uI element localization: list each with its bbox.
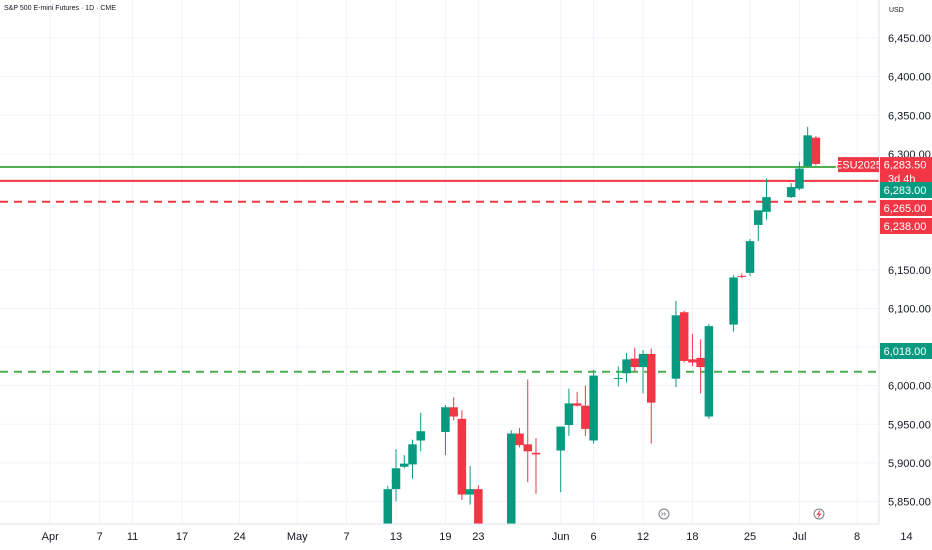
currency-label: USD: [889, 7, 904, 14]
candle-body: [416, 431, 425, 441]
price-levels[interactable]: [0, 166, 879, 373]
candle-body: [507, 433, 516, 529]
dividends-marker[interactable]: [658, 508, 670, 520]
candle-body: [737, 275, 747, 277]
candle-body: [754, 210, 763, 225]
time-tick-label: Apr: [42, 531, 59, 543]
candle-body: [581, 405, 590, 429]
price-axis[interactable]: USD: [878, 0, 932, 550]
time-tick-label: 17: [176, 531, 188, 543]
candles: [383, 126, 821, 550]
time-tick-label: 7: [344, 531, 350, 543]
green-solid-level-tag: [880, 182, 932, 198]
time-tick-label: 12: [637, 531, 649, 543]
candle-body: [671, 315, 681, 379]
time-tick-label: 18: [686, 531, 698, 543]
price-tick-label: 6,150.00: [888, 265, 931, 277]
candle-body: [729, 277, 738, 325]
price-tick-label: 5,950.00: [888, 419, 931, 431]
green-dashed-level-label: 6,018.00: [884, 346, 927, 358]
lightning-icon: [816, 510, 822, 518]
candle-body: [762, 197, 771, 212]
price-tick-label: 5,900.00: [888, 458, 931, 470]
candle-body: [704, 326, 714, 417]
candle-body: [391, 468, 401, 490]
candle-body: [572, 403, 582, 406]
candle-body: [531, 452, 541, 455]
candle-body: [515, 433, 524, 446]
time-tick-label: 7: [97, 531, 103, 543]
candle-body: [564, 403, 574, 426]
candle-body: [408, 444, 417, 465]
time-tick-label: 6: [591, 531, 597, 543]
candle-body: [441, 407, 450, 432]
time-tick-label: 25: [744, 531, 756, 543]
chart-grid: [0, 0, 907, 541]
time-axis[interactable]: [0, 523, 932, 550]
candle-body: [638, 353, 648, 368]
chevron-right-icon: [661, 512, 667, 516]
candle-body: [786, 187, 796, 198]
candle-body: [474, 489, 483, 531]
candle-body: [556, 426, 565, 451]
candle-body: [803, 135, 812, 167]
time-tick-label: Jun: [552, 531, 570, 543]
red-solid-level-tag: [880, 200, 932, 216]
time-axis-ticks: Apr 7 11 17 24 May 7 13 19 23 Jun 6 12 18 25 Jul 8 14: [42, 531, 913, 543]
candle-body: [622, 359, 631, 374]
green-solid-level-label: 6,283.00: [884, 185, 927, 197]
candle-body: [523, 444, 532, 452]
price-tick-label: 6,100.00: [888, 303, 931, 315]
time-tick-label: 11: [127, 531, 138, 543]
time-tick-label: 13: [390, 531, 402, 543]
time-tick-label: 8: [854, 531, 860, 543]
candle-body: [630, 358, 640, 368]
red-dashed-level-tag: [880, 218, 932, 234]
candle-body: [679, 312, 689, 361]
candle-body: [383, 489, 393, 550]
price-tick-label: 6,400.00: [888, 72, 931, 84]
green-dashed-level-tag: [880, 343, 932, 359]
candle-body: [795, 168, 804, 189]
candle-body: [400, 463, 409, 467]
candle-body: [688, 359, 697, 363]
red-dashed-level-label: 6,238.00: [884, 221, 927, 233]
candle-body: [811, 137, 821, 164]
time-tick-label: 24: [233, 531, 245, 543]
time-tick-label: 14: [900, 531, 912, 543]
candle-body: [465, 489, 475, 495]
candle-body: [449, 407, 458, 417]
candle-body: [614, 377, 623, 379]
candle-body: [696, 357, 705, 368]
candle-body: [745, 241, 755, 273]
time-tick-label: 19: [439, 531, 451, 543]
candle-body: [589, 375, 598, 441]
red-solid-level-label: 6,265.00: [884, 203, 927, 215]
ticker-tag: [838, 157, 879, 173]
ticker-tag-label: ESU2025: [835, 160, 882, 172]
chart-title: S&P 500 E-mini Futures · 1D · CME: [4, 5, 116, 12]
candle-body: [646, 353, 656, 403]
last-price-label: 6,283.50: [884, 160, 927, 172]
price-tick-label: 5,850.00: [888, 497, 931, 509]
price-tick-label: 6,450.00: [888, 33, 931, 45]
earnings-marker[interactable]: [813, 508, 825, 520]
time-tick-label: 23: [472, 531, 484, 543]
time-tick-label: May: [287, 531, 308, 543]
candle-body: [457, 418, 467, 495]
price-tick-label: 6,000.00: [888, 381, 931, 393]
time-tick-label: Jul: [792, 531, 806, 543]
price-tick-label: 6,350.00: [888, 110, 931, 122]
